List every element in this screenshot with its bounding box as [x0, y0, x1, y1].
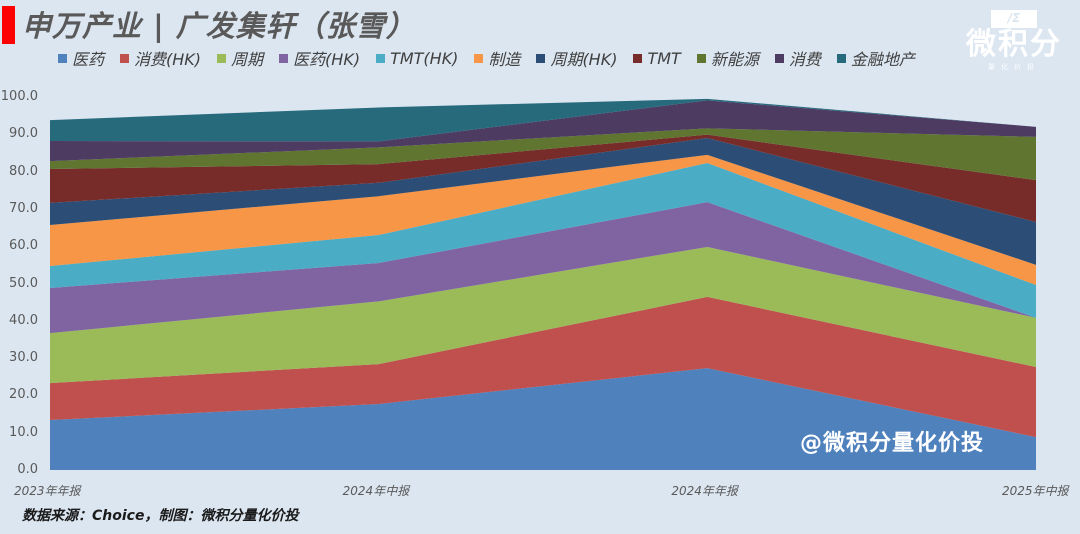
y-tick-label: 20.0	[9, 387, 38, 403]
y-tick-label: 100.0	[0, 89, 38, 104]
legend-item: 医药(HK)	[279, 46, 360, 70]
legend-label: 周期(HK)	[550, 50, 618, 69]
area-series	[50, 163, 1036, 318]
legend-swatch-icon	[58, 53, 67, 63]
watermark: @微积分量化价投	[800, 431, 985, 456]
legend-item: 周期(HK)	[536, 46, 617, 70]
y-tick-label: 70.0	[9, 200, 38, 216]
data-source-note: 数据来源：Choice，制图：微积分量化价投	[22, 508, 299, 524]
legend-label: 医药(HK)	[293, 50, 361, 69]
y-tick-label: 30.0	[9, 350, 38, 366]
chart-title: 申万产业 | 广发集轩（张雪）	[22, 9, 416, 43]
chart-legend: 医药 消费(HK) 周期 医药(HK) TMT(HK) 制造 周期(HK) TMT 新能源 消费 金…	[58, 46, 915, 70]
y-tick-label: 10.0	[9, 424, 38, 440]
legend-item: 新能源	[696, 46, 759, 70]
logo-text: 微积分	[966, 27, 1062, 62]
legend-label: 消费(HK)	[134, 50, 202, 69]
legend-label: 新能源	[710, 50, 759, 69]
brand-logo: /Σ 微积分 量化价投	[952, 10, 1076, 71]
area-series	[50, 202, 1036, 334]
area-series	[50, 128, 1036, 181]
area-series	[50, 368, 1036, 470]
legend-item: 医药	[58, 46, 104, 70]
area-series	[50, 138, 1036, 265]
area-series	[50, 246, 1036, 384]
legend-swatch-icon	[696, 53, 706, 63]
legend-swatch-icon	[633, 53, 643, 63]
y-tick-label: 0.0	[17, 462, 38, 477]
legend-label: 制造	[488, 50, 521, 69]
legend-item: 消费(HK)	[120, 46, 201, 70]
legend-swatch-icon	[279, 53, 289, 63]
area-series	[50, 154, 1036, 285]
x-tick-label: 2024年年报	[671, 484, 738, 498]
x-tick-label: 2024年中报	[342, 484, 410, 498]
legend-swatch-icon	[217, 53, 227, 63]
legend-label: TMT(HK)	[390, 48, 459, 68]
legend-item: 消费	[774, 46, 821, 70]
area-series	[50, 100, 1036, 162]
legend-swatch-icon	[376, 53, 386, 63]
legend-swatch-icon	[474, 53, 484, 63]
logo-icon: /Σ	[991, 10, 1037, 28]
y-tick-label: 80.0	[9, 163, 38, 179]
title-accent-bar	[2, 6, 15, 44]
legend-swatch-icon	[774, 53, 784, 63]
legend-item: TMT	[633, 46, 681, 70]
area-series	[50, 296, 1036, 438]
legend-label: 周期	[231, 50, 264, 69]
legend-swatch-icon	[536, 53, 546, 63]
logo-subtext: 量化价投	[988, 63, 1040, 71]
area-series	[50, 98, 1036, 142]
legend-label: 金融地产	[850, 50, 915, 69]
legend-swatch-icon	[836, 53, 846, 63]
legend-item: TMT(HK)	[376, 46, 458, 70]
legend-item: 周期	[217, 46, 263, 70]
y-tick-label: 50.0	[9, 275, 38, 291]
x-tick-label: 2023年年报	[14, 484, 81, 498]
legend-label: 医药	[72, 50, 105, 69]
legend-item: 金融地产	[836, 46, 915, 70]
area-series	[50, 134, 1036, 222]
legend-item: 制造	[474, 46, 520, 70]
x-tick-label: 2025年中报	[1002, 484, 1069, 498]
legend-label: TMT	[647, 48, 681, 68]
y-tick-label: 40.0	[9, 312, 38, 328]
y-tick-label: 90.0	[9, 126, 38, 142]
legend-label: 消费	[788, 50, 821, 69]
y-tick-label: 60.0	[9, 238, 38, 254]
legend-swatch-icon	[120, 53, 130, 63]
